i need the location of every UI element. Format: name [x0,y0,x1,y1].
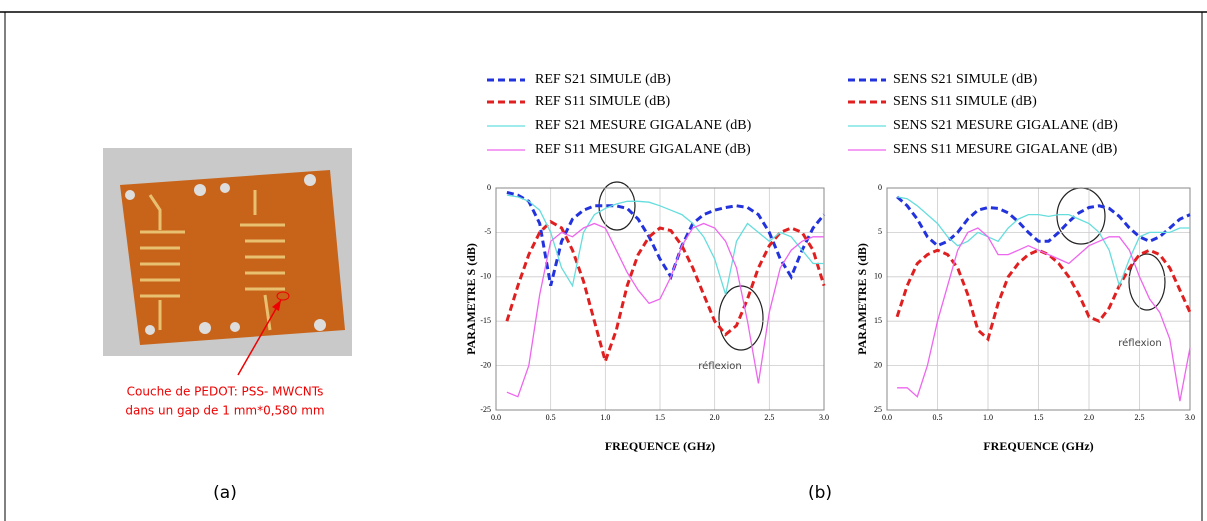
y-tick-label: 10 [874,272,882,281]
y-tick-label: -15 [480,316,491,325]
y-tick-label: -25 [480,405,491,414]
board [120,170,345,345]
gap-marker [276,291,290,301]
x-tick-label: 1.5 [655,413,665,422]
plot-frame [495,187,825,411]
y-tick-label: -10 [480,272,491,281]
annotation: réflexion [698,360,741,372]
arrow-head [272,300,281,311]
series-line [506,222,824,398]
series-line [897,227,1191,402]
y-tick-label: 5 [878,227,882,236]
legend-label: SENS S21 SIMULE (dB) [893,72,1038,87]
x-tick-label: 1.5 [1034,413,1044,422]
x-axis-label: FREQUENCE (GHz) [605,439,715,453]
x-tick-label: 0.5 [546,413,556,422]
y-axis-label: PARAMETRE S (dB) [855,243,869,355]
x-tick-label: 1.0 [983,413,993,422]
x-tick-label: 0.5 [933,413,943,422]
x-tick-label: 2.5 [764,413,774,422]
panel-label: (a) [213,483,237,503]
y-tick-label: 15 [874,316,882,325]
x-tick-label: 0.0 [491,413,501,422]
x-tick-label: 2.0 [710,413,720,422]
plot-frame [886,187,1191,411]
arrow [237,299,282,376]
legend-label: SENS S11 SIMULE (dB) [893,94,1037,109]
y-tick-label: 0 [487,183,491,192]
x-tick-label: 2.0 [1084,413,1094,422]
legend-label: SENS S11 MESURE GIGALANE (dB) [893,142,1118,157]
legend-label: REF S21 SIMULE (dB) [535,72,671,87]
x-tick-label: 0.0 [882,413,892,422]
legend-label: REF S21 MESURE GIGALANE (dB) [535,118,752,133]
y-tick-label: 0 [878,183,882,192]
legend-label: REF S11 SIMULE (dB) [535,94,671,109]
y-axis-label: PARAMETRE S (dB) [464,243,478,355]
annotation: réflexion [1118,337,1161,349]
x-tick-label: 1.0 [600,413,610,422]
y-tick-label: 25 [874,405,882,414]
legend-label: SENS S21 MESURE GIGALANE (dB) [893,118,1118,133]
series-line [896,196,1190,288]
series-line [896,195,1191,248]
photo-caption: dans un gap de 1 mm*0,580 mm [125,404,324,418]
panel-label: (b) [808,483,832,503]
x-axis-label: FREQUENCE (GHz) [983,439,1093,453]
series-line [506,190,826,287]
y-tick-label: -20 [480,360,491,369]
photo: Couche de PEDOT: PSS- MWCNTs dans un gap… [103,148,352,418]
holes [125,174,326,335]
highlight-circles [598,181,1166,351]
electrodes [140,190,285,331]
series-line [506,194,824,295]
x-tick-label: 2.5 [1135,413,1145,422]
series-line [505,219,826,367]
legend-label: REF S11 MESURE GIGALANE (dB) [535,142,751,157]
photo-caption: Couche de PEDOT: PSS- MWCNTs [127,385,324,399]
y-tick-label: 20 [874,360,882,369]
x-tick-label: 3.0 [1185,413,1195,422]
y-tick-label: -5 [484,227,491,236]
x-tick-label: 3.0 [819,413,829,422]
series-line [895,248,1192,342]
